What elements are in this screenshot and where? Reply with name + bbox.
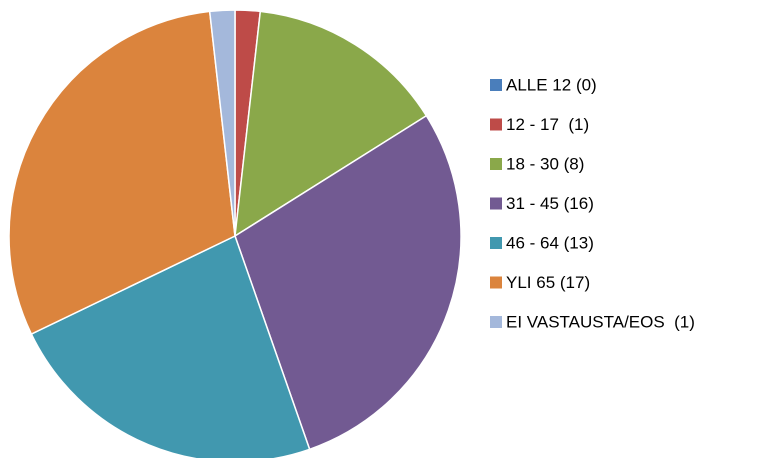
legend-swatch (490, 276, 502, 289)
legend-label: EI VASTAUSTA/EOS (1) (506, 312, 695, 331)
legend-label: 12 - 17 (1) (506, 115, 589, 134)
legend-label: YLI 65 (17) (506, 273, 590, 292)
pie-slice (8, 10, 236, 336)
legend-label: ALLE 12 (0) (506, 75, 597, 94)
legend-swatch (490, 118, 502, 131)
legend-label: 46 - 64 (13) (506, 233, 594, 252)
legend-swatch (490, 316, 502, 328)
legend-label: 31 - 45 (16) (506, 194, 594, 213)
pie-slice (30, 234, 311, 458)
pie-slice (208, 9, 236, 237)
legend-swatch (490, 197, 502, 210)
legend-swatch (490, 79, 502, 91)
legend-swatch (490, 237, 502, 249)
pie-slice (234, 114, 462, 451)
legend-swatch (490, 158, 502, 170)
pie-slice (234, 10, 428, 238)
legend-label: 18 - 30 (8) (506, 154, 584, 173)
